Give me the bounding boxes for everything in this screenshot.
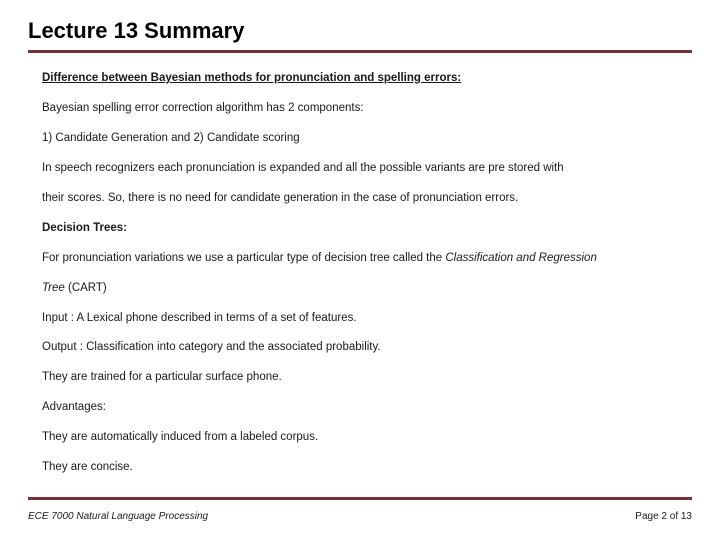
content-line: They are automatically induced from a la… — [42, 430, 692, 445]
footer-page: Page 2 of 13 — [635, 511, 692, 522]
content-line: Bayesian spelling error correction algor… — [42, 101, 692, 116]
footer-divider — [28, 497, 692, 500]
text-segment: For pronunciation variations we use a pa… — [42, 252, 445, 264]
content-body: Difference between Bayesian methods for … — [28, 71, 692, 475]
text-segment: Classification and Regression — [445, 252, 597, 264]
content-line: Tree (CART) — [42, 281, 692, 296]
text-segment: Tree — [42, 282, 65, 294]
page-title: Lecture 13 Summary — [28, 18, 692, 44]
content-line: In speech recognizers each pronunciation… — [42, 161, 692, 176]
content-line: Output : Classification into category an… — [42, 340, 692, 355]
content-line: Difference between Bayesian methods for … — [42, 71, 692, 86]
footer: ECE 7000 Natural Language Processing Pag… — [28, 511, 692, 522]
content-line: Input : A Lexical phone described in ter… — [42, 311, 692, 326]
content-line: 1) Candidate Generation and 2) Candidate… — [42, 131, 692, 146]
content-line: For pronunciation variations we use a pa… — [42, 251, 692, 266]
title-divider — [28, 50, 692, 53]
content-line: They are trained for a particular surfac… — [42, 370, 692, 385]
footer-course: ECE 7000 Natural Language Processing — [28, 511, 208, 522]
content-line: Decision Trees: — [42, 221, 692, 236]
content-line: their scores. So, there is no need for c… — [42, 191, 692, 206]
content-line: Advantages: — [42, 400, 692, 415]
content-line: They are concise. — [42, 460, 692, 475]
text-segment: (CART) — [65, 282, 107, 294]
